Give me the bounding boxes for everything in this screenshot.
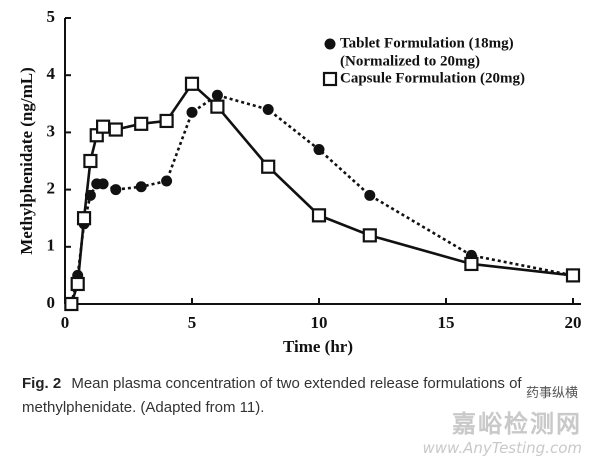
dot-marker xyxy=(262,104,274,116)
x-tick-label: 10 xyxy=(311,313,328,332)
square-marker xyxy=(70,276,85,292)
square-marker xyxy=(210,99,225,114)
series-line xyxy=(70,93,574,305)
y-tick-label: 4 xyxy=(47,64,56,83)
caption: Fig. 2 Mean plasma concentration of two … xyxy=(22,372,582,420)
caption-label: Fig. 2 xyxy=(22,375,62,392)
dot-marker xyxy=(186,106,198,118)
dot-marker xyxy=(313,144,325,156)
x-tick-label: 15 xyxy=(438,313,455,332)
legend-note: (Normalized to 20mg) xyxy=(340,53,480,69)
square-marker xyxy=(76,211,92,226)
square-marker xyxy=(83,153,98,169)
square-marker xyxy=(134,116,149,131)
square-marker xyxy=(95,119,111,134)
square-marker xyxy=(108,122,123,137)
square-marker xyxy=(565,268,581,283)
watermark-tag: 药事纵横 xyxy=(525,386,578,401)
square-marker xyxy=(64,296,79,312)
dot-marker xyxy=(211,89,223,101)
watermark-url: www.AnyTesting.com xyxy=(422,439,583,457)
legend-label: Capsule Formulation (20mg) xyxy=(340,70,525,86)
square-marker xyxy=(311,208,327,223)
dot-marker xyxy=(84,189,96,201)
legend-label: Tablet Formulation (18mg) xyxy=(340,35,514,51)
x-tick-label: 20 xyxy=(565,313,582,332)
caption-text: Mean plasma concentration of two extende… xyxy=(22,375,522,416)
y-tick-label: 5 xyxy=(47,7,56,26)
dot-marker xyxy=(161,175,173,187)
dot-marker xyxy=(110,184,122,196)
square-marker xyxy=(464,256,479,272)
y-tick-label: 0 xyxy=(47,293,56,312)
square-marker xyxy=(159,113,174,129)
dot-marker xyxy=(364,189,376,201)
watermark: 药事纵横 嘉峪检测网 www.AnyTesting.com xyxy=(422,386,583,457)
chart: Time (hr) Methylphenidate (ng/mL) 0 1 2 3 4 5… xyxy=(17,7,582,356)
legend-marker xyxy=(324,38,336,50)
y-tick-label: 1 xyxy=(47,236,56,255)
y-tick-label: 3 xyxy=(47,121,56,140)
dot-marker xyxy=(97,178,109,190)
square-marker xyxy=(362,228,377,243)
dot-marker xyxy=(135,181,147,193)
watermark-title: 嘉峪检测网 xyxy=(452,410,582,438)
legend-marker xyxy=(322,71,338,87)
square-marker xyxy=(261,159,276,174)
x-axis-title: Time (hr) xyxy=(283,337,353,356)
series-line xyxy=(70,81,574,305)
x-tick-label: 5 xyxy=(188,313,197,332)
x-tick-label: 0 xyxy=(61,313,70,332)
y-axis-title: Methylphenidate (ng/mL) xyxy=(17,67,36,254)
square-marker xyxy=(184,76,200,91)
y-tick-label: 2 xyxy=(47,179,56,198)
